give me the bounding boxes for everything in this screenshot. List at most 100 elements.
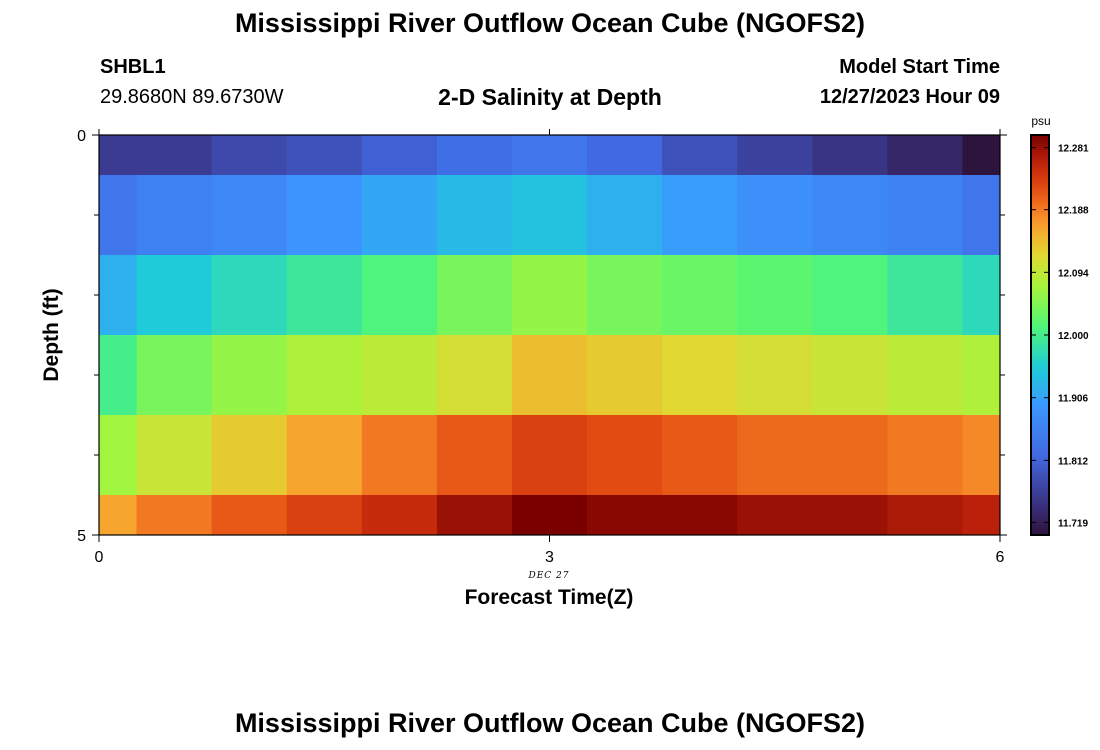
heatmap-cell [962, 175, 1001, 256]
heatmap-cell [887, 335, 963, 416]
heatmap-cell [587, 495, 663, 536]
colorbar-tick-label: 12.094 [1058, 268, 1089, 279]
heatmap-cell [812, 415, 888, 496]
heatmap-cell [361, 335, 438, 416]
colorbar-tick-label: 11.906 [1058, 394, 1088, 405]
heatmap-cell [99, 415, 138, 496]
heatmap-cell [737, 175, 813, 256]
heatmap-cell [361, 135, 438, 176]
colorbar-unit: psu [1031, 114, 1050, 128]
heatmap-cell [211, 495, 288, 536]
heatmap-cell [211, 415, 288, 496]
heatmap-cell [436, 415, 513, 496]
x-tick-label: 6 [996, 549, 1005, 566]
heatmap-cell [812, 255, 888, 336]
heatmap-cell [962, 255, 1001, 336]
heatmap-cell [136, 335, 213, 416]
heatmap-cells [99, 135, 1001, 536]
heatmap-cell [99, 255, 138, 336]
heatmap-cell [887, 175, 963, 256]
heatmap-cell [662, 135, 738, 176]
heatmap-cell [436, 495, 513, 536]
colorbar-tick-label: 12.281 [1058, 144, 1089, 155]
heatmap-cell [286, 255, 363, 336]
heatmap-cell [662, 255, 738, 336]
heatmap-cell [436, 335, 513, 416]
heatmap-cell [99, 135, 138, 176]
heatmap-cell [812, 495, 888, 536]
heatmap-cell [361, 255, 438, 336]
heatmap-cell [737, 415, 813, 496]
heatmap-cell [211, 135, 288, 176]
x-axis-date-label: DEC 27 [528, 571, 570, 581]
heatmap-cell [812, 175, 888, 256]
heatmap-cell [511, 415, 588, 496]
x-tick-label: 0 [95, 549, 104, 566]
model-start-value: 12/27/2023 Hour 09 [819, 86, 1000, 108]
heatmap-cell [511, 175, 588, 256]
colorbar-tick-label: 11.719 [1058, 518, 1088, 529]
heatmap-cell [511, 135, 588, 176]
heatmap-cell [662, 335, 738, 416]
heatmap-cell [887, 255, 963, 336]
heatmap-cell [136, 175, 213, 256]
heatmap-cell [436, 135, 513, 176]
heatmap-cell [511, 255, 588, 336]
heatmap-cell [286, 335, 363, 416]
station-id: SHBL1 [100, 56, 166, 78]
heatmap-cell [436, 175, 513, 256]
heatmap-cell [737, 495, 813, 536]
page-title: Mississippi River Outflow Ocean Cube (NG… [234, 8, 866, 38]
heatmap-cell [737, 255, 813, 336]
heatmap-cell [511, 495, 588, 536]
colorbar-tick-label: 12.188 [1058, 206, 1089, 217]
x-tick-label: 3 [545, 549, 554, 566]
heatmap-cell [511, 335, 588, 416]
heatmap-cell [286, 415, 363, 496]
heatmap-cell [136, 255, 213, 336]
heatmap-cell [962, 415, 1001, 496]
heatmap-cell [737, 335, 813, 416]
heatmap-cell [737, 135, 813, 176]
heatmap-cell [887, 495, 963, 536]
y-tick-label: 5 [77, 528, 86, 545]
heatmap-cell [662, 175, 738, 256]
heatmap-cell [662, 415, 738, 496]
chart-subtitle: 2-D Salinity at Depth [438, 84, 662, 110]
heatmap-cell [286, 135, 363, 176]
heatmap-cell [211, 175, 288, 256]
heatmap-cell [962, 135, 1001, 176]
heatmap-cell [587, 135, 663, 176]
heatmap-cell [962, 495, 1001, 536]
heatmap-cell [887, 135, 963, 176]
heatmap-cell [211, 255, 288, 336]
heatmap-cell [587, 335, 663, 416]
colorbar-tick-label: 11.812 [1058, 456, 1088, 467]
y-tick-labels: 05 [77, 128, 86, 545]
heatmap-cell [361, 495, 438, 536]
heatmap-cell [136, 495, 213, 536]
y-axis-label: Depth (ft) [40, 288, 63, 381]
heatmap-cell [812, 335, 888, 416]
heatmap-cell [99, 495, 138, 536]
heatmap-cell [587, 255, 663, 336]
model-start-label: Model Start Time [839, 56, 1000, 78]
heatmap-cell [662, 495, 738, 536]
heatmap-cell [99, 175, 138, 256]
heatmap-cell [587, 415, 663, 496]
heatmap-cell [887, 415, 963, 496]
heatmap-cell [812, 135, 888, 176]
x-tick-labels: 0 3 6 [95, 549, 1005, 566]
x-axis-label: Forecast Time(Z) [465, 586, 634, 609]
heatmap-cell [587, 175, 663, 256]
heatmap-cell [99, 335, 138, 416]
footer-title: Mississippi River Outflow Ocean Cube (NG… [234, 708, 866, 738]
heatmap-cell [286, 175, 363, 256]
axis-ticks [92, 129, 1007, 542]
station-coordinates: 29.8680N 89.6730W [100, 86, 284, 108]
heatmap-cell [361, 415, 438, 496]
heatmap-cell [136, 415, 213, 496]
y-tick-label: 0 [77, 128, 86, 145]
colorbar-ticks: 12.281 12.188 12.094 12.000 11.906 11.812 11.7… [1031, 144, 1089, 529]
